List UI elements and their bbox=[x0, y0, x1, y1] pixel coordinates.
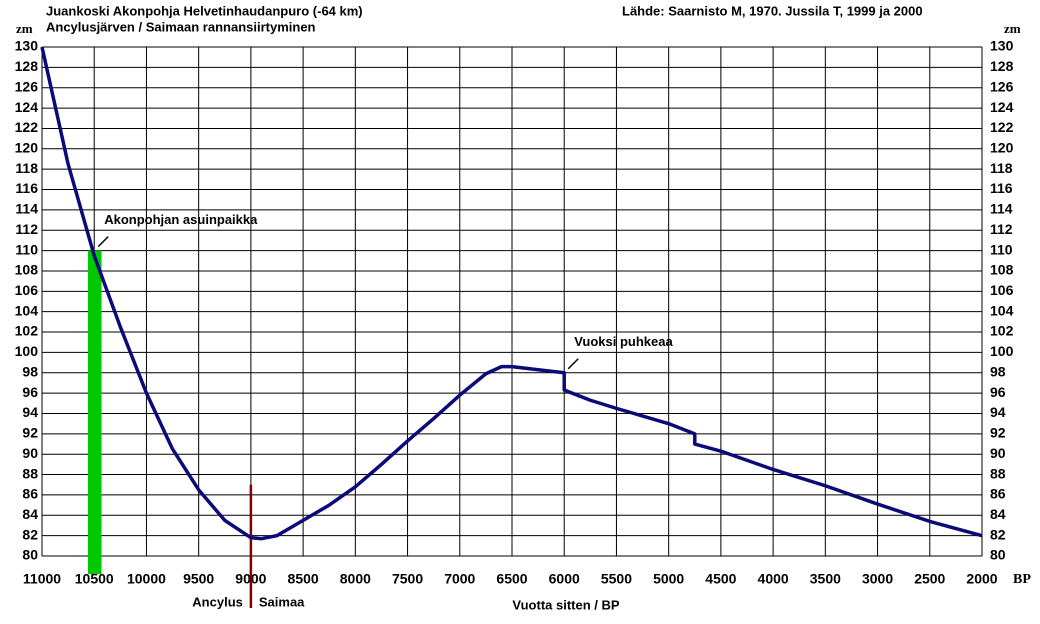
y2-tick-label: 116 bbox=[990, 180, 1013, 196]
y-tick-label: 98 bbox=[22, 363, 38, 379]
x-tick-label: 3000 bbox=[862, 571, 893, 587]
y2-tick-label: 88 bbox=[990, 465, 1006, 481]
y-tick-label: 110 bbox=[15, 241, 38, 257]
y2-tick-label: 84 bbox=[990, 506, 1006, 522]
annotation: Akonpohjan asuinpaikka bbox=[104, 212, 258, 227]
y2-tick-label: 90 bbox=[990, 445, 1006, 461]
x-tick-label: 8500 bbox=[288, 571, 319, 587]
y2-tick-label: 126 bbox=[990, 78, 1014, 94]
x-tick-label: 10000 bbox=[127, 571, 166, 587]
y-tick-label: 128 bbox=[15, 58, 39, 74]
x-tick-label: 11000 bbox=[23, 571, 61, 587]
y-tick-label: 102 bbox=[15, 323, 39, 339]
y-tick-label: 118 bbox=[15, 160, 38, 176]
y-tick-label: 80 bbox=[22, 547, 38, 563]
y2-tick-label: 112 bbox=[990, 221, 1013, 237]
y-tick-label: 92 bbox=[22, 425, 38, 441]
y-tick-label: 124 bbox=[15, 99, 39, 115]
y2-tick-label: 114 bbox=[990, 201, 1013, 217]
divider-label: Saimaa bbox=[259, 594, 305, 609]
x-tick-label: 2500 bbox=[914, 571, 945, 587]
x-tick-label: 2000 bbox=[966, 571, 997, 587]
y2-tick-label: 80 bbox=[990, 547, 1006, 563]
y2-tick-label: 106 bbox=[990, 282, 1014, 298]
x-tick-label: 6000 bbox=[549, 571, 580, 587]
y2-axis-label: zm bbox=[1004, 21, 1021, 36]
y-tick-label: 82 bbox=[22, 526, 38, 542]
y2-tick-label: 98 bbox=[990, 363, 1006, 379]
chart-title: Juankoski Akonpohja Helvetinhaudanpuro (… bbox=[46, 3, 363, 18]
annotation: Vuoksi puhkeaa bbox=[574, 334, 673, 349]
y-tick-label: 94 bbox=[22, 404, 38, 420]
y-tick-label: 126 bbox=[15, 78, 39, 94]
y-tick-label: 112 bbox=[15, 221, 38, 237]
y-tick-label: 122 bbox=[15, 119, 39, 135]
y-tick-label: 86 bbox=[22, 486, 38, 502]
y2-tick-label: 82 bbox=[990, 526, 1006, 542]
x-tick-label: 4500 bbox=[705, 571, 736, 587]
y2-tick-label: 100 bbox=[990, 343, 1014, 359]
divider-label: Ancylus bbox=[192, 594, 243, 609]
x-tick-label: 9500 bbox=[183, 571, 214, 587]
source: Lähde: Saarnisto M, 1970. Jussila T, 199… bbox=[622, 3, 923, 18]
y-tick-label: 96 bbox=[22, 384, 38, 400]
annotation-pointer bbox=[97, 236, 109, 248]
y-tick-label: 88 bbox=[22, 465, 38, 481]
y-tick-label: 130 bbox=[15, 38, 39, 54]
y-tick-label: 120 bbox=[15, 140, 39, 156]
y2-tick-label: 128 bbox=[990, 58, 1014, 74]
x-tick-label: 5500 bbox=[601, 571, 632, 587]
x-tick-label: 3500 bbox=[810, 571, 841, 587]
annotation-pointer bbox=[567, 358, 579, 370]
series-line bbox=[40, 46, 983, 541]
x-tick-label: 4000 bbox=[758, 571, 789, 587]
y2-tick-label: 110 bbox=[990, 241, 1013, 257]
y-tick-label: 108 bbox=[15, 262, 39, 278]
x-axis-label: Vuotta sitten / BP bbox=[512, 597, 619, 612]
y2-tick-label: 122 bbox=[990, 119, 1014, 135]
y-tick-label: 90 bbox=[22, 445, 38, 461]
highlight-band bbox=[87, 250, 102, 574]
y2-tick-label: 120 bbox=[990, 140, 1014, 156]
y-tick-label: 84 bbox=[22, 506, 38, 522]
chart-subtitle: Ancylusjärven / Saimaan rannansiirtymine… bbox=[46, 19, 316, 34]
x-unit: BP bbox=[1013, 572, 1031, 587]
y-tick-label: 100 bbox=[15, 343, 39, 359]
y2-tick-label: 96 bbox=[990, 384, 1006, 400]
y2-tick-label: 94 bbox=[990, 404, 1006, 420]
y2-tick-label: 124 bbox=[990, 99, 1014, 115]
x-tick-label: 7500 bbox=[392, 571, 423, 587]
y2-tick-label: 108 bbox=[990, 262, 1014, 278]
x-tick-label: 6500 bbox=[496, 571, 527, 587]
x-tick-label: 7000 bbox=[444, 571, 475, 587]
y-tick-label: 106 bbox=[15, 282, 39, 298]
y-axis-label: zm bbox=[16, 21, 33, 36]
x-tick-label: 8000 bbox=[340, 571, 371, 587]
y2-tick-label: 102 bbox=[990, 323, 1014, 339]
y2-tick-label: 130 bbox=[990, 38, 1014, 54]
y2-tick-label: 92 bbox=[990, 425, 1006, 441]
y-tick-label: 114 bbox=[15, 201, 38, 217]
y2-tick-label: 118 bbox=[990, 160, 1013, 176]
y-tick-label: 116 bbox=[15, 180, 38, 196]
y2-tick-label: 86 bbox=[990, 486, 1006, 502]
x-tick-label: 5000 bbox=[653, 571, 684, 587]
y-tick-label: 104 bbox=[15, 302, 39, 318]
x-tick-label: 10500 bbox=[75, 571, 114, 587]
y2-tick-label: 104 bbox=[990, 302, 1014, 318]
